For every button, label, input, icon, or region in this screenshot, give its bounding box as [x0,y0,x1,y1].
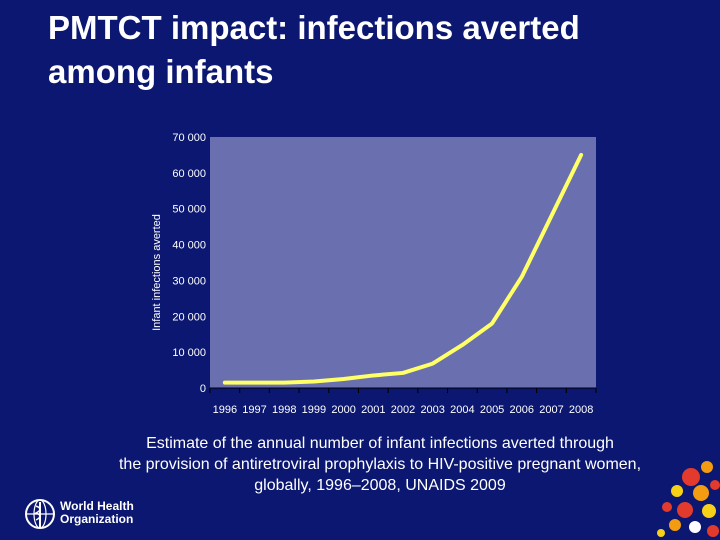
x-tick-label: 2003 [420,404,444,416]
data-point [401,371,405,375]
who-logo-line-2: Organization [60,512,134,526]
x-tick-label: 2008 [569,404,593,416]
x-tick-label: 2004 [450,404,474,416]
data-point [253,381,257,385]
chart-caption: Estimate of the annual number of infant … [60,433,700,496]
x-tick-label: 2002 [391,404,415,416]
caption-line-1: Estimate of the annual number of infant … [146,435,614,452]
y-tick-label: 50 000 [172,204,206,216]
plot-area [210,137,596,388]
decorative-dots-icon [657,461,720,537]
y-axis: 0 10 000 20 000 30 000 40 000 50 000 60 000 70 … [172,132,206,395]
caption-line-3: globally, 1996–2008, UNAIDS 2009 [254,477,506,494]
y-tick-label: 20 000 [172,311,206,323]
y-tick-label: 40 000 [172,240,206,252]
x-tick-label: 2000 [331,404,355,416]
x-tick-label: 1996 [213,404,237,416]
data-point [549,214,553,218]
title-line-2: among infants [48,53,274,90]
data-point [371,373,375,377]
who-emblem-icon [25,499,55,529]
x-tick-label: 2005 [480,404,504,416]
x-axis: 1996 1997 1998 1999 2000 2001 2002 2003 2004 2005… [209,387,597,416]
line-chart: 0 10 000 20 000 30 000 40 000 50 000 60 000 70 … [151,132,597,416]
series-group [222,152,584,385]
data-point [579,153,583,157]
data-point [431,362,435,366]
y-tick-label: 0 [200,383,206,395]
data-point [520,275,524,279]
y-tick-label: 70 000 [172,132,206,144]
x-tick-label: 1997 [242,404,266,416]
who-logo-line-1: World Health [60,499,134,513]
y-tick-label: 30 000 [172,275,206,287]
y-tick-label: 60 000 [172,168,206,180]
data-point [460,343,464,347]
data-point [490,321,494,325]
y-axis-label: Infant infections averted [151,214,163,331]
data-point [312,380,316,384]
title-line-1: PMTCT impact: infections averted [48,9,580,46]
data-point [223,381,227,385]
slide-title: PMTCT impact: infections averted among i… [48,6,688,94]
y-tick-label: 10 000 [172,347,206,359]
who-logo-text: World Health Organization [60,500,134,526]
data-point [282,381,286,385]
x-tick-label: 2001 [361,404,385,416]
x-tick-label: 2006 [510,404,534,416]
x-tick-label: 1999 [302,404,326,416]
x-tick-label: 2007 [539,404,563,416]
data-point [342,377,346,381]
caption-line-2: the provision of antiretroviral prophyla… [118,456,642,473]
x-tick-label: 1998 [272,404,296,416]
